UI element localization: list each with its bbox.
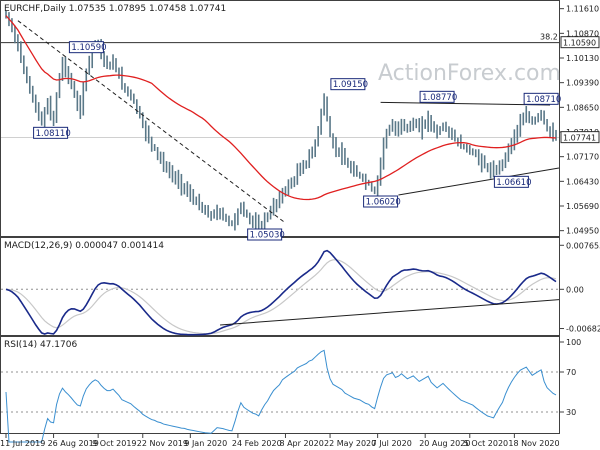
price-tick-label: 1.07170 xyxy=(566,153,599,162)
annotation-box xyxy=(419,90,455,103)
price-tick-label: 1.06430 xyxy=(566,177,599,186)
price-tick-label: 1.09390 xyxy=(566,79,599,88)
rsi-pane xyxy=(0,336,560,434)
price-tick-label: 1.11610 xyxy=(566,5,599,14)
rsi-axis: 100 70 30 xyxy=(560,338,581,417)
price-annotations: 1.10590 1.08110 1.05030 1.09150 1.06020 1.087… xyxy=(33,41,561,241)
moving-average-line xyxy=(5,15,557,201)
annotation-box xyxy=(68,41,104,54)
rsi-series xyxy=(5,349,557,443)
date-tick-label: 9 Jan 2020 xyxy=(184,439,227,448)
macd-title: MACD(12,26,9) 0.000047 0.001414 xyxy=(4,241,164,251)
annotation-box xyxy=(493,175,529,188)
annotation-label: 1.09150 xyxy=(333,80,368,90)
macd-signal-line xyxy=(5,259,557,335)
date-tick-label: 11 Jul 2019 xyxy=(0,439,45,448)
watermark-text: ActionForex.com xyxy=(378,61,561,86)
rsi-title: RSI(14) 47.1706 xyxy=(4,340,77,350)
price-bars xyxy=(5,10,557,234)
annotation-label: 1.10590 xyxy=(71,43,106,53)
price-tick-label: 1.10870 xyxy=(566,29,599,38)
annotation-label: 1.05030 xyxy=(250,231,285,241)
rsi-tick-label: 100 xyxy=(566,338,581,347)
annotation-label: 1.06020 xyxy=(366,198,401,208)
rsi-tick-label: 30 xyxy=(566,408,576,417)
level-label: 1.10590 xyxy=(563,39,596,48)
price-tick-label: 1.10130 xyxy=(566,54,599,63)
date-tick-label: 20 Aug 2020 xyxy=(419,439,470,448)
trendline xyxy=(398,167,560,196)
annotation-box xyxy=(363,195,399,208)
annotation-label: 1.08110 xyxy=(36,129,71,139)
annotation-label: 1.08770 xyxy=(422,93,457,103)
annotation-box xyxy=(330,78,366,91)
level-label-box xyxy=(560,36,600,49)
price-axis: 1.116101.108701.101301.093901.086501.079… xyxy=(560,5,600,236)
macd-tick-label: 0.007655 xyxy=(566,241,600,250)
date-tick-label: 5 Oct 2020 xyxy=(464,439,508,448)
date-tick-label: 26 Aug 2019 xyxy=(48,439,99,448)
price-tick-label: 1.04950 xyxy=(566,227,599,236)
date-tick-label: 22 Nov 2019 xyxy=(137,439,188,448)
price-tick-label: 1.08650 xyxy=(566,103,599,112)
rsi-line xyxy=(5,349,557,443)
trendline xyxy=(17,20,286,224)
price-moving-average xyxy=(5,15,557,201)
macd-tick-label: 0.00 xyxy=(566,285,584,294)
date-tick-label: 24 Feb 2020 xyxy=(232,439,282,448)
macd-tick-label: -0.006822 xyxy=(566,325,600,334)
macd-line xyxy=(5,249,557,336)
date-tick-label: 22 May 2020 xyxy=(324,439,376,448)
current-price-label: 1.07741 xyxy=(563,134,596,143)
current-price-box xyxy=(560,131,600,144)
date-tick-label: 8 Apr 2020 xyxy=(279,439,323,448)
macd-axis: 0.007655 0.00 -0.006822 xyxy=(560,241,600,334)
macd-series xyxy=(5,249,560,336)
annotation-box xyxy=(523,92,559,105)
date-tick-label: 18 Nov 2020 xyxy=(508,439,559,448)
price-tick-label: 1.05690 xyxy=(566,202,599,211)
annotation-box xyxy=(33,126,69,139)
annotation-label: 1.06610 xyxy=(496,178,531,188)
fib-label: 38.2 xyxy=(540,33,558,42)
trendline xyxy=(380,101,551,106)
rsi-grid xyxy=(1,371,559,413)
price-title: EURCHF,Daily 1.07535 1.07895 1.07458 1.0… xyxy=(4,4,226,14)
date-tick-label: 9 Oct 2019 xyxy=(92,439,136,448)
annotation-label: 1.08710 xyxy=(526,95,561,105)
price-trendlines xyxy=(17,20,560,224)
date-tick-label: 7 Jul 2020 xyxy=(372,439,412,448)
annotation-box xyxy=(247,228,283,241)
rsi-tick-label: 70 xyxy=(566,368,576,377)
macd-trendline xyxy=(220,299,560,326)
